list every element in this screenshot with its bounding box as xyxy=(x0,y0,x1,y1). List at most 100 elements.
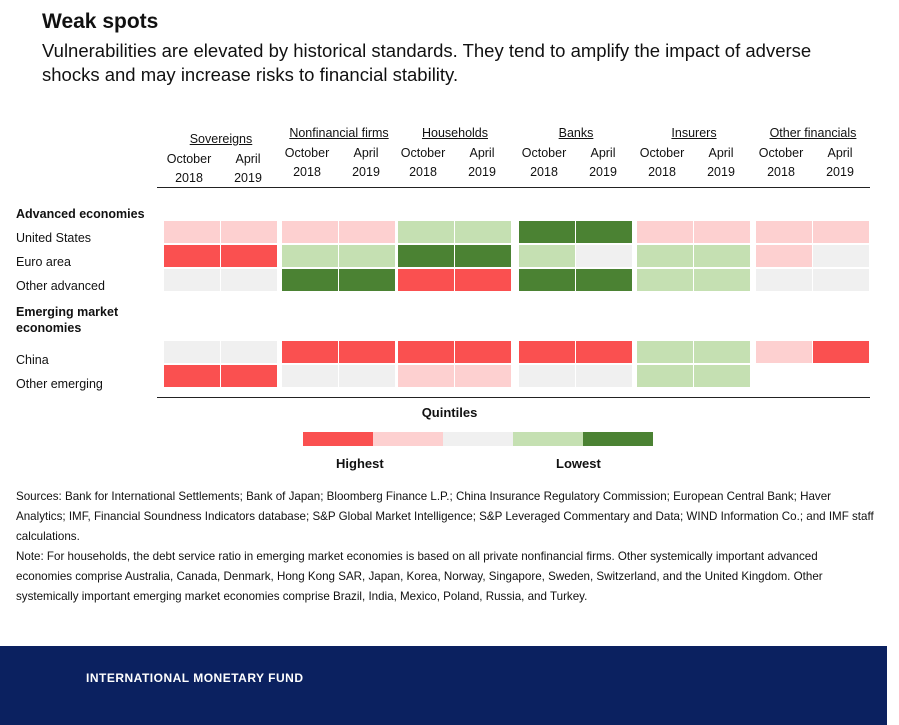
heatmap-cell xyxy=(221,269,277,291)
legend-high-label: Highest xyxy=(336,456,384,471)
heatmap-cell xyxy=(282,245,338,267)
bottom-rule xyxy=(157,397,870,398)
heatmap-cell xyxy=(637,365,693,387)
period-month: April xyxy=(353,146,379,160)
heatmap-cell xyxy=(694,365,750,387)
period-year: 2018 xyxy=(530,165,558,179)
period-year: 2018 xyxy=(767,165,795,179)
heatmap-cell xyxy=(637,269,693,291)
heatmap-cell xyxy=(519,365,575,387)
period-month: October xyxy=(284,146,330,160)
heatmap-cell xyxy=(455,245,511,267)
footer-text: INTERNATIONAL MONETARY FUND xyxy=(86,671,304,685)
heatmap-cell xyxy=(576,269,632,291)
heatmap-cell xyxy=(694,221,750,243)
row-label: Euro area xyxy=(16,255,71,269)
heatmap-cell xyxy=(282,341,338,363)
sector-name: Households xyxy=(421,126,488,140)
period-month: October xyxy=(521,146,567,160)
sector-name: Other financials xyxy=(769,126,857,140)
heatmap-cell xyxy=(164,269,220,291)
period-year: 2019 xyxy=(826,165,854,179)
period-year: 2019 xyxy=(707,165,735,179)
heatmap-cell xyxy=(398,221,454,243)
heatmap-cell xyxy=(756,245,812,267)
heatmap-cell xyxy=(756,269,812,291)
heatmap-cell xyxy=(756,341,812,363)
legend-low-label: Lowest xyxy=(556,456,601,471)
legend-swatch xyxy=(303,432,373,446)
period-month: April xyxy=(708,146,734,160)
heatmap-cell xyxy=(221,245,277,267)
heatmap-cell xyxy=(576,221,632,243)
heatmap-cell xyxy=(398,365,454,387)
heatmap-cell xyxy=(519,245,575,267)
heatmap-cell xyxy=(455,341,511,363)
sector-name: Sovereigns xyxy=(189,132,253,146)
period-year: 2018 xyxy=(293,165,321,179)
note-text: Note: For households, the debt service r… xyxy=(16,550,823,603)
heatmap-cell xyxy=(164,365,220,387)
row-label: Other emerging xyxy=(16,377,103,391)
period-year: 2019 xyxy=(589,165,617,179)
heatmap-cell xyxy=(455,365,511,387)
row-label: Other advanced xyxy=(16,279,105,293)
heatmap-cell xyxy=(576,341,632,363)
period-year: 2018 xyxy=(175,171,203,185)
heatmap-cell xyxy=(455,221,511,243)
heatmap-cell xyxy=(164,245,220,267)
period-month: October xyxy=(400,146,446,160)
period-year: 2019 xyxy=(234,171,262,185)
period-year: 2019 xyxy=(468,165,496,179)
legend-swatch xyxy=(583,432,653,446)
heatmap-cell xyxy=(519,341,575,363)
heatmap-cell xyxy=(339,221,395,243)
heatmap-cell xyxy=(164,221,220,243)
heatmap-cell xyxy=(813,245,869,267)
notes: Sources: Bank for International Settleme… xyxy=(16,487,876,607)
heatmap-cell xyxy=(756,221,812,243)
chart-subtitle: Vulnerabilities are elevated by historic… xyxy=(42,40,812,85)
heatmap-cell xyxy=(813,269,869,291)
heatmap-cell xyxy=(164,341,220,363)
heatmap-cell xyxy=(519,221,575,243)
heatmap-cell xyxy=(398,245,454,267)
period-month: April xyxy=(469,146,495,160)
period-month: October xyxy=(639,146,685,160)
legend-title: Quintiles xyxy=(421,405,478,420)
period-year: 2018 xyxy=(648,165,676,179)
sector-header: Households xyxy=(398,125,512,141)
period-year: 2018 xyxy=(409,165,437,179)
group-label-emerging: Emerging market economies xyxy=(16,305,119,335)
heatmap-cell xyxy=(637,341,693,363)
heatmap-cell xyxy=(576,365,632,387)
heatmap-cell xyxy=(339,365,395,387)
sector-header: Nonfinancial firms xyxy=(282,125,396,141)
heatmap-cell xyxy=(694,269,750,291)
sector-name: Insurers xyxy=(671,126,717,140)
heatmap-cell xyxy=(813,221,869,243)
heatmap-cell xyxy=(694,245,750,267)
row-label: China xyxy=(16,353,49,367)
period-month: October xyxy=(166,152,212,166)
heatmap-cell xyxy=(339,245,395,267)
period-year: 2019 xyxy=(352,165,380,179)
footer-bar: INTERNATIONAL MONETARY FUND xyxy=(0,646,887,725)
period-month: April xyxy=(235,152,261,166)
sector-header: Other financials xyxy=(756,125,870,141)
heatmap-cell xyxy=(637,245,693,267)
heatmap-cell xyxy=(339,341,395,363)
sector-header: Sovereigns xyxy=(164,131,278,147)
period-month: April xyxy=(827,146,853,160)
legend-swatch xyxy=(373,432,443,446)
heatmap-cell xyxy=(519,269,575,291)
legend-swatch xyxy=(443,432,513,446)
heatmap-cell xyxy=(813,341,869,363)
sector-header: Insurers xyxy=(637,125,751,141)
heatmap-cell xyxy=(221,221,277,243)
sources-text: Sources: Bank for International Settleme… xyxy=(16,490,874,543)
heatmap-cell xyxy=(398,341,454,363)
period-month: April xyxy=(590,146,616,160)
legend-swatch xyxy=(513,432,583,446)
heatmap-cell xyxy=(221,365,277,387)
